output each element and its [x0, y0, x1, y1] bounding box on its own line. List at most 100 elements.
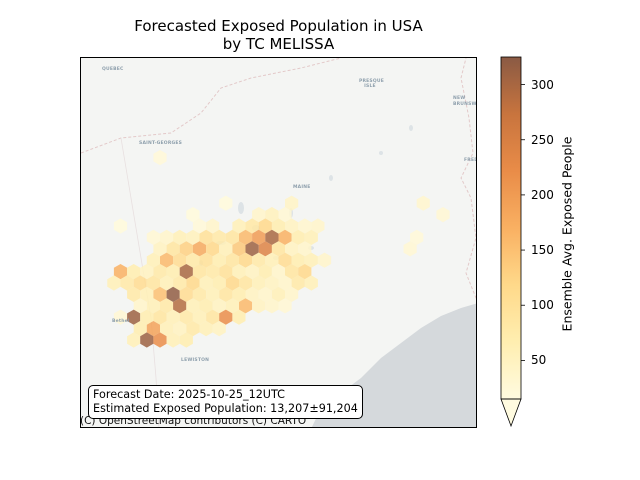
hexbin-cell-83 [278, 275, 292, 291]
colorbar-ticks [521, 84, 525, 361]
hexbin-cell-28 [304, 229, 318, 245]
hexbin-cell-13 [192, 218, 207, 234]
hexbin-cell-72 [133, 275, 147, 291]
hexbin-cell-31 [179, 241, 193, 257]
hexbin-cell-53 [304, 252, 318, 268]
colorbar-tick-label-150: 150 [531, 243, 554, 258]
hexbin-cell-87 [140, 286, 154, 302]
hexbin-cell-7 [258, 218, 272, 234]
hexbin-cell-103 [186, 298, 200, 314]
hexbin-cell-116 [179, 309, 193, 325]
hexbin-cell-123 [160, 321, 174, 337]
hexbin-cell-18 [173, 229, 187, 245]
border-line-east [460, 58, 476, 300]
hexbin-cell-40 [298, 241, 312, 257]
hexbin-cell-45 [199, 252, 213, 268]
hexbin-cell-128 [127, 332, 141, 348]
hexbin-cell-48 [239, 252, 253, 268]
hexbin-cell-94 [232, 286, 246, 302]
map-label-bethel: Bethel [112, 319, 130, 324]
hexbin-cell-132 [179, 332, 193, 348]
hexbin-cell-9 [285, 218, 299, 234]
hexbin-cell-97 [271, 286, 285, 302]
hexbin-cell-32 [192, 241, 207, 257]
hexbin-cell-19 [186, 229, 200, 245]
hexbin-cell-62 [206, 264, 220, 280]
hexbin-cell-126 [199, 321, 213, 337]
hexbin-cell-2 [265, 207, 279, 223]
hexbin-cell-106 [225, 298, 239, 314]
forecast-date-text: Forecast Date: 2025-10-25_12UTC [93, 388, 285, 401]
hexbin-cell-131 [166, 332, 180, 348]
colorbar-gradient [501, 57, 521, 399]
hexbin-cell-82 [265, 275, 279, 291]
map-label-saint-georges: SAINT-GEORGES [139, 141, 183, 146]
hexbin-cell-3 [278, 207, 292, 223]
hexbin-cell-105 [212, 298, 226, 314]
hexbin-cell-135 [410, 229, 424, 245]
hexbin-cell-36 [245, 241, 259, 257]
hexbin-cell-108 [252, 298, 266, 314]
hexbin-cell-39 [285, 241, 299, 257]
hexbin-cell-91 [192, 286, 207, 302]
hexbin-cell-107 [239, 298, 253, 314]
forecast-info-box: Forecast Date: 2025-10-25_12UTC Estimate… [88, 385, 363, 419]
hexbin-cell-21 [212, 229, 226, 245]
hexbin-cell-136 [403, 241, 417, 257]
hexbin-cell-129 [140, 332, 154, 348]
hexbin-cell-22 [225, 229, 239, 245]
colorbar-min-extension [500, 398, 522, 428]
hexbin-cell-20 [199, 229, 213, 245]
hexbin-cell-95 [245, 286, 259, 302]
hexbin-cell-101 [160, 298, 174, 314]
hexbin-cell-114 [153, 309, 167, 325]
hexbin-cell-59 [166, 264, 180, 280]
hexbin-cell-44 [186, 252, 200, 268]
hexbin-cell-76 [186, 275, 200, 291]
hexbin-cell-109 [265, 298, 279, 314]
hexbin-cell-80 [239, 275, 253, 291]
hexbin-cell-55 [113, 264, 128, 280]
hexbin-cell-124 [173, 321, 187, 337]
exposed-population-text: Estimated Exposed Population: 13,207±91,… [93, 402, 358, 415]
hexbin-cell-51 [278, 252, 292, 268]
hexbin-cell-23 [239, 229, 253, 245]
hexbin-cell-90 [179, 286, 193, 302]
hexbin-cell-137 [153, 150, 167, 166]
hexbin-cell-125 [186, 321, 200, 337]
chart-title-line-1: Forecasted Exposed Population in USA [134, 17, 423, 35]
hexbin-cell-99 [133, 298, 147, 314]
map-label-lewiston: LEWISTON [181, 358, 210, 363]
hexbin-cell-57 [140, 264, 154, 280]
hexbin-cell-49 [252, 252, 266, 268]
colorbar-frame [500, 56, 522, 400]
hexbin-cell-93 [219, 286, 233, 302]
colorbar-tick-label-50: 50 [531, 353, 547, 368]
hexbin-cell-71 [120, 275, 134, 291]
hexbin-cell-29 [153, 241, 167, 257]
hexbin-cell-43 [173, 252, 187, 268]
hexbin-cell-110 [278, 298, 292, 314]
hexbin-cell-12 [206, 218, 220, 234]
hexbin-cell-78 [212, 275, 226, 291]
hexbin-cell-33 [206, 241, 220, 257]
hexbin-cell-38 [271, 241, 285, 257]
hexbin-cell-35 [232, 241, 246, 257]
map-label-fredericton: FREDERICTON [464, 158, 476, 163]
map-label-new-brunswick: NEW BRUNSWICK [453, 96, 477, 107]
hexbin-cell-52 [291, 252, 305, 268]
hexbin-cell-16 [146, 229, 160, 245]
hexbin-cell-56 [127, 264, 141, 280]
hexbin-cell-102 [173, 298, 187, 314]
hexbin-cell-81 [252, 275, 266, 291]
hexbin-cell-85 [304, 275, 318, 291]
hexbin-cell-73 [146, 275, 160, 291]
hexbin-cell-34 [219, 241, 233, 257]
hexbin-cell-26 [278, 229, 292, 245]
hexbin-cell-96 [258, 286, 272, 302]
hexbin-cell-127 [212, 321, 226, 337]
hexbin-cell-46 [212, 252, 226, 268]
hexbin-cell-10 [298, 218, 312, 234]
hexbin-cell-30 [166, 241, 180, 257]
colorbar-tick-label-200: 200 [531, 187, 554, 202]
